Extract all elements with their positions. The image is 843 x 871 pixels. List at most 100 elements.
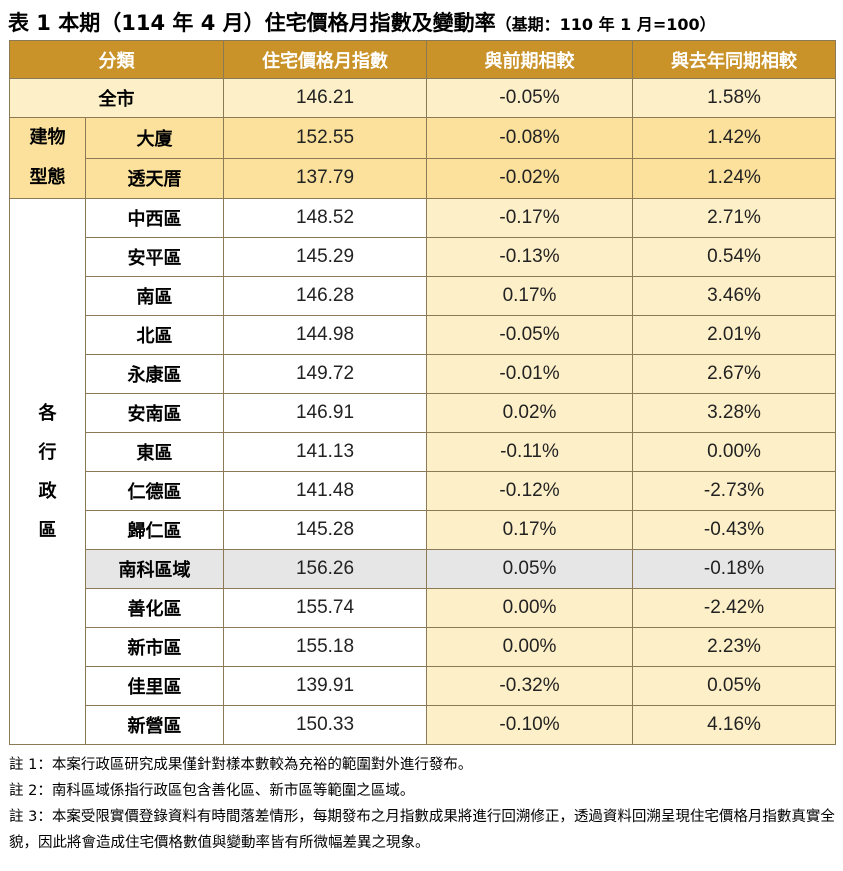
cell-yoy: -0.18% xyxy=(632,549,836,589)
table-row-building-type: 透天厝 137.79 -0.02% 1.24% xyxy=(10,157,836,199)
footnote: 註 3：本案受限實價登錄資料有時間落差情形，每期發布之月指數成果將進行回溯修正，… xyxy=(9,809,835,851)
district-label-char: 政 xyxy=(38,480,57,502)
table-row-district: 永康區 149.72 -0.01% 2.67% xyxy=(10,354,836,394)
cell-index: 145.29 xyxy=(223,237,427,277)
cell-yoy: 1.24% xyxy=(632,157,836,199)
cell-mom: 0.17% xyxy=(426,276,633,316)
price-index-table: 分類 住宅價格月指數 與前期相較 與去年同期相較 全市 146.21 -0.05… xyxy=(9,40,836,745)
cell-mom: -0.13% xyxy=(426,237,633,277)
cell-index: 152.55 xyxy=(223,117,427,159)
table-row-district: 新營區 150.33 -0.10% 4.16% xyxy=(10,705,836,745)
title-base-period: （基期：110 年 1 月=100） xyxy=(495,15,716,34)
row-name: 中西區 xyxy=(85,198,224,238)
header-mom: 與前期相較 xyxy=(426,40,633,79)
footnote: 註 1：本案行政區研究成果僅針對樣本數較為充裕的範圍對外進行發布。 xyxy=(9,757,473,773)
cell-yoy: -2.73% xyxy=(632,471,836,511)
row-name: 安南區 xyxy=(85,393,224,433)
cell-yoy: 0.54% xyxy=(632,237,836,277)
cell-mom: -0.17% xyxy=(426,198,633,238)
table-row-all-city: 全市 146.21 -0.05% 1.58% xyxy=(9,78,836,118)
building-type-label-line: 型態 xyxy=(29,167,66,188)
cell-yoy: -0.43% xyxy=(632,510,836,550)
row-name: 新營區 xyxy=(85,705,224,745)
cell-mom: 0.00% xyxy=(426,588,633,628)
cell-index: 145.28 xyxy=(223,510,427,550)
cell-index: 146.21 xyxy=(223,78,427,118)
cell-mom: 0.02% xyxy=(426,393,633,433)
row-name: 善化區 xyxy=(85,588,224,628)
cell-mom: -0.05% xyxy=(426,315,633,355)
cell-index: 137.79 xyxy=(223,157,427,199)
cell-index: 146.28 xyxy=(223,276,427,316)
table-row-district: 南科區域 156.26 0.05% -0.18% xyxy=(10,549,836,589)
cell-yoy: 2.67% xyxy=(632,354,836,394)
cell-index: 155.74 xyxy=(223,588,427,628)
district-label: 各行政區 xyxy=(9,198,86,745)
cell-index: 146.91 xyxy=(223,393,427,433)
cell-mom: -0.08% xyxy=(426,117,633,159)
cell-mom: -0.12% xyxy=(426,471,633,511)
cell-index: 148.52 xyxy=(223,198,427,238)
table-row-district: 北區 144.98 -0.05% 2.01% xyxy=(10,315,836,355)
table-row-district: 安南區 146.91 0.02% 3.28% xyxy=(10,393,836,433)
cell-yoy: 2.23% xyxy=(632,627,836,667)
table-row-district: 善化區 155.74 0.00% -2.42% xyxy=(10,588,836,628)
row-name: 南科區域 xyxy=(85,549,224,589)
cell-yoy: 0.00% xyxy=(632,432,836,472)
row-name: 透天厝 xyxy=(85,157,224,199)
row-name: 北區 xyxy=(85,315,224,355)
cell-yoy: 1.58% xyxy=(632,78,836,118)
cell-index: 141.13 xyxy=(223,432,427,472)
cell-mom: -0.02% xyxy=(426,157,633,199)
district-label-char: 行 xyxy=(38,441,57,463)
row-name: 全市 xyxy=(9,78,224,118)
table-row-district: 南區 146.28 0.17% 3.46% xyxy=(10,276,836,316)
header-yoy: 與去年同期相較 xyxy=(632,40,836,79)
row-name: 安平區 xyxy=(85,237,224,277)
cell-yoy: 0.05% xyxy=(632,666,836,706)
district-label-char: 各 xyxy=(38,402,57,424)
header-index: 住宅價格月指數 xyxy=(223,40,427,79)
cell-mom: 0.17% xyxy=(426,510,633,550)
table-row-district: 各行政區中西區 148.52 -0.17% 2.71% xyxy=(9,198,836,745)
cell-yoy: 2.71% xyxy=(632,198,836,238)
cell-yoy: 3.28% xyxy=(632,393,836,433)
row-name: 新市區 xyxy=(85,627,224,667)
row-name: 歸仁區 xyxy=(85,510,224,550)
cell-yoy: 4.16% xyxy=(632,705,836,745)
table-row-district: 仁德區 141.48 -0.12% -2.73% xyxy=(10,471,836,511)
cell-mom: -0.32% xyxy=(426,666,633,706)
cell-index: 139.91 xyxy=(223,666,427,706)
header-row: 分類 住宅價格月指數 與前期相較 與去年同期相較 xyxy=(9,40,836,79)
table-row-district: 新市區 155.18 0.00% 2.23% xyxy=(10,627,836,667)
header-category: 分類 xyxy=(9,40,224,79)
cell-index: 144.98 xyxy=(223,315,427,355)
district-label-char: 區 xyxy=(38,519,57,541)
cell-index: 150.33 xyxy=(223,705,427,745)
footnote: 註 2：南科區域係指行政區包含善化區、新市區等範圍之區域。 xyxy=(9,783,415,799)
cell-index: 155.18 xyxy=(223,627,427,667)
cell-mom: -0.11% xyxy=(426,432,633,472)
table-row-district: 佳里區 139.91 -0.32% 0.05% xyxy=(10,666,836,706)
cell-index: 141.48 xyxy=(223,471,427,511)
table-row-building-type: 建物 型態 大廈 152.55 -0.08% 1.42% xyxy=(9,117,836,199)
cell-index: 149.72 xyxy=(223,354,427,394)
row-name: 仁德區 xyxy=(85,471,224,511)
row-name: 東區 xyxy=(85,432,224,472)
row-name: 佳里區 xyxy=(85,666,224,706)
cell-yoy: 1.42% xyxy=(632,117,836,159)
cell-mom: -0.01% xyxy=(426,354,633,394)
cell-yoy: 3.46% xyxy=(632,276,836,316)
row-name: 南區 xyxy=(85,276,224,316)
cell-mom: -0.10% xyxy=(426,705,633,745)
building-type-label: 建物 型態 xyxy=(9,117,86,199)
cell-yoy: 2.01% xyxy=(632,315,836,355)
table-title: 表 1 本期（114 年 4 月）住宅價格月指數及變動率（基期：110 年 1 … xyxy=(8,8,716,38)
row-name: 永康區 xyxy=(85,354,224,394)
cell-index: 156.26 xyxy=(223,549,427,589)
cell-yoy: -2.42% xyxy=(632,588,836,628)
table-row-district: 安平區 145.29 -0.13% 0.54% xyxy=(10,237,836,277)
cell-mom: -0.05% xyxy=(426,78,633,118)
cell-mom: 0.00% xyxy=(426,627,633,667)
table-row-district: 歸仁區 145.28 0.17% -0.43% xyxy=(10,510,836,550)
